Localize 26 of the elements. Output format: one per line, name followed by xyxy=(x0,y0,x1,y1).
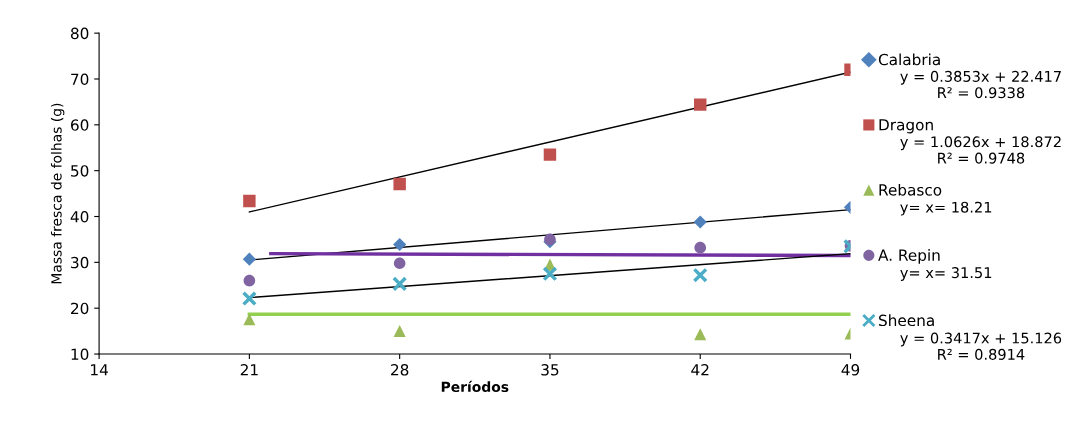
text: y= x= 18.21 xyxy=(900,201,992,216)
x-tick-label: 49 xyxy=(841,364,860,376)
legend-label: A. Repin xyxy=(878,249,940,264)
text: y = 0.3853x + 22.417 R² = 0.9338 xyxy=(900,70,1061,99)
y-tick-label: 60 xyxy=(71,119,89,131)
legend-label: Sheena xyxy=(879,314,934,327)
x-tick-label: 28 xyxy=(391,364,409,376)
x-tick-label: 21 xyxy=(240,364,258,376)
y-tick-label: 50 xyxy=(71,165,89,177)
x-tick-label: 35 xyxy=(541,364,559,376)
y-tick-label: 30 xyxy=(71,256,89,269)
x-axis-title: Períodos xyxy=(441,380,509,393)
legend-label: Rebasco xyxy=(879,183,942,196)
text: y = 1.0626x + 18.872 R² = 0.9748 xyxy=(900,136,1061,164)
x-tick-label: 14 xyxy=(91,364,108,376)
y-axis-title: Massa fresca de folhas (g) xyxy=(50,103,65,284)
text: y = 0.3417x + 15.126 R² = 0.8914 xyxy=(900,332,1062,360)
y-tick-label: 10 xyxy=(71,348,89,361)
x-tick-label: 42 xyxy=(691,364,709,376)
y-tick-label: 80 xyxy=(70,27,89,40)
text: y= x= 31.51 xyxy=(900,267,992,281)
y-tick-label: 40 xyxy=(70,210,89,223)
y-tick-label: 70 xyxy=(71,73,89,86)
legend-label: Calabria xyxy=(878,53,940,66)
legend-label: Dragon xyxy=(879,119,933,134)
y-tick-label: 20 xyxy=(71,302,89,315)
